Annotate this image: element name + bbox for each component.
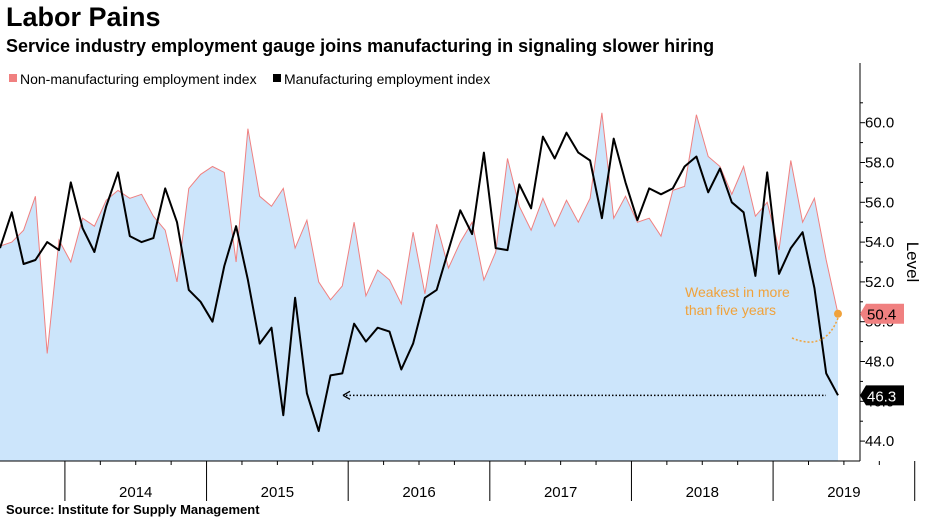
x-tick-label: 2017: [544, 484, 577, 501]
legend-swatch-non-manufacturing: [9, 74, 17, 82]
last-value-badge-manufacturing-value: 46.3: [867, 388, 896, 405]
legend-swatch-manufacturing: [273, 74, 281, 82]
annotations: Weakest in more than five years 50.4 46.3: [342, 284, 904, 406]
x-tick-label: 2019: [827, 484, 860, 501]
manufacturing-series-line: [0, 131, 839, 433]
y-tick-label: 54.0: [865, 234, 894, 251]
non-manufacturing-area-fill: [0, 112, 838, 462]
y-tick-label: 56.0: [865, 194, 894, 211]
reference-arrow-head: [342, 390, 351, 400]
last-value-badge-non-manufacturing: 50.4: [860, 303, 904, 324]
legend-background: [2, 68, 507, 90]
non-manufacturing-area: [0, 112, 839, 462]
y-tick-label: 58.0: [865, 155, 894, 172]
last-value-badge-non-manufacturing-shape: [860, 303, 904, 324]
y-tick-label: 60.0: [865, 115, 894, 132]
y-tick-label: 52.0: [865, 274, 894, 291]
x-tick-label: 2018: [686, 484, 719, 501]
annotation-dot: [834, 309, 842, 318]
non-manufacturing-line: [0, 112, 839, 354]
last-value-badge-manufacturing: 46.3: [860, 385, 904, 406]
annotation-text-line-1: Weakest in more: [685, 284, 790, 300]
legend-label-manufacturing: Manufacturing employment index: [284, 71, 490, 87]
x-tick-label: 2014: [119, 484, 152, 501]
chart-source: Source: Institute for Supply Management: [6, 502, 260, 517]
y-tick-label: 48.0: [865, 354, 894, 371]
x-tick-label: 2015: [261, 484, 294, 501]
last-value-badge-non-manufacturing-value: 50.4: [867, 307, 896, 324]
y-axis-label: Level: [903, 242, 922, 283]
annotation-text-line-2: than five years: [685, 302, 776, 318]
legend: Non-manufacturing employment index Manuf…: [2, 68, 507, 90]
legend-label-non-manufacturing: Non-manufacturing employment index: [20, 71, 257, 87]
annotation-connector: [791, 317, 839, 343]
chart-title: Labor Pains: [6, 2, 161, 32]
last-value-badge-manufacturing-shape: [860, 385, 904, 406]
manufacturing-line: [0, 131, 839, 433]
chart-subtitle: Service industry employment gauge joins …: [6, 36, 715, 56]
x-tick-label: 2016: [402, 484, 435, 501]
y-tick-label: 44.0: [865, 433, 894, 450]
